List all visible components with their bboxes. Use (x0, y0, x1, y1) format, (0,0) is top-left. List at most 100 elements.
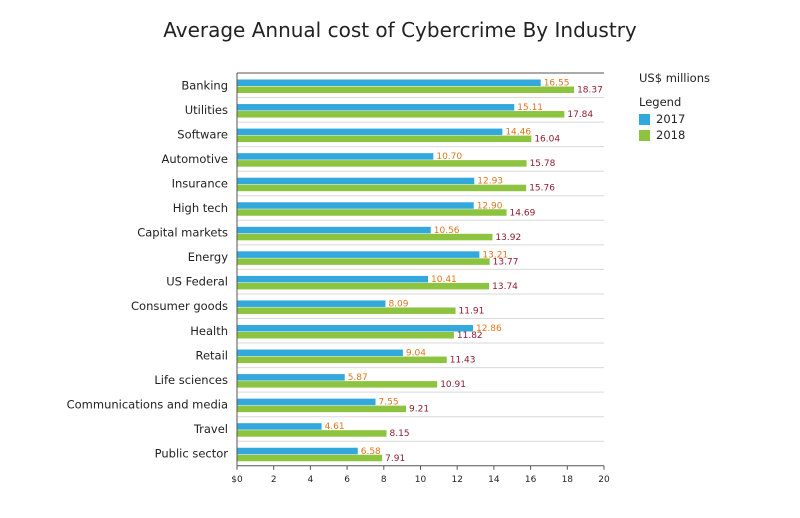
category-label: Consumer goods (131, 299, 228, 313)
bar-2018 (237, 405, 407, 413)
data-label-2018: 13.74 (492, 282, 518, 292)
category-label: Banking (181, 78, 228, 92)
category-label: Automotive (161, 152, 228, 166)
bar-2017 (237, 447, 358, 455)
x-tick-label: 20 (598, 475, 610, 485)
bar-2017 (237, 275, 429, 283)
legend-label-2018: 2018 (656, 128, 686, 142)
data-label-2017: 10.70 (436, 152, 462, 162)
legend-item-2017: 2017 (639, 112, 685, 126)
category-label: US Federal (166, 275, 228, 289)
bar-2018 (237, 209, 507, 216)
bar-2017 (237, 153, 434, 160)
bar-2017 (237, 79, 541, 86)
data-label-2018: 8.15 (390, 429, 410, 439)
bar-2018 (237, 258, 490, 265)
data-label-2018: 10.91 (440, 380, 466, 390)
category-label: Travel (193, 422, 228, 436)
data-label-2018: 11.43 (450, 356, 476, 366)
bar-2018 (237, 135, 532, 143)
data-label-2018: 7.91 (385, 454, 405, 464)
bar-2018 (237, 111, 565, 118)
category-label: Communications and media (67, 397, 228, 411)
bar-2018 (237, 160, 527, 167)
chart-title: Average Annual cost of Cybercrime By Ind… (163, 18, 637, 42)
data-label-2018: 9.21 (409, 405, 429, 415)
bar-2017 (237, 104, 515, 111)
units-label: US$ millions (639, 71, 710, 85)
legend-label-2017: 2017 (656, 112, 686, 126)
bar-2017 (237, 300, 386, 307)
data-label-2017: 14.46 (505, 128, 531, 138)
legend-title: Legend (639, 95, 682, 109)
bar-2018 (237, 430, 387, 437)
bar-2017 (237, 251, 480, 258)
x-tick-label: 12 (451, 475, 462, 485)
x-tick-label: 14 (488, 475, 500, 485)
data-label-2018: 11.82 (457, 331, 483, 341)
data-label-2018: 15.78 (530, 159, 556, 169)
category-label: Energy (188, 250, 228, 264)
x-tick-label: 4 (308, 475, 314, 485)
legend-item-2018: 2018 (639, 128, 685, 142)
category-label: Software (177, 127, 228, 141)
x-tick-label: 16 (525, 475, 537, 485)
bar-2017 (237, 202, 474, 209)
bar-2017 (237, 325, 473, 332)
data-label-2017: 5.87 (348, 373, 368, 383)
x-tick-label: 10 (415, 475, 427, 485)
bar-2017 (237, 423, 322, 430)
data-label-2017: 4.61 (325, 422, 345, 432)
x-tick-label: 8 (381, 475, 387, 485)
data-label-2018: 13.77 (493, 257, 519, 267)
bar-2018 (237, 307, 456, 314)
bar-2017 (237, 349, 403, 357)
bar-2018 (237, 356, 447, 364)
category-label: Public sector (155, 447, 229, 461)
bar-2017 (237, 226, 431, 234)
bar-2018 (237, 381, 438, 388)
bar-2018 (237, 86, 575, 93)
data-label-2018: 18.37 (577, 86, 603, 96)
data-label-2017: 10.41 (431, 275, 457, 285)
data-label-2018: 13.92 (495, 233, 521, 243)
data-label-2018: 16.04 (534, 135, 560, 145)
category-label: High tech (173, 201, 228, 215)
bar-2018 (237, 233, 493, 241)
data-label-2017: 12.90 (477, 201, 503, 211)
x-tick-label: 2 (271, 475, 277, 485)
data-label-2017: 12.93 (477, 177, 503, 187)
category-label: Utilities (185, 103, 228, 117)
bar-2018 (237, 332, 454, 339)
bar-2018 (237, 282, 490, 290)
bar-2017 (237, 128, 503, 136)
data-label-2017: 15.11 (517, 103, 543, 113)
data-label-2018: 17.84 (567, 110, 593, 120)
bar-2017 (237, 398, 376, 406)
data-label-2017: 7.55 (379, 398, 399, 408)
data-label-2017: 9.04 (406, 349, 426, 359)
category-label: Capital markets (137, 226, 228, 240)
category-label: Life sciences (154, 373, 228, 387)
bar-2017 (237, 177, 475, 185)
category-label: Retail (196, 348, 229, 362)
data-label-2018: 15.76 (529, 184, 555, 194)
legend-swatch-2018 (639, 129, 650, 141)
data-label-2017: 8.09 (388, 299, 408, 309)
category-label: Health (190, 324, 228, 338)
data-label-2018: 11.91 (459, 306, 485, 316)
x-tick-label: $0 (231, 475, 243, 485)
category-label: Insurance (172, 176, 228, 190)
data-label-2017: 10.56 (434, 226, 460, 236)
data-label-2018: 14.69 (510, 208, 536, 218)
legend-swatch-2017 (639, 113, 650, 125)
x-tick-label: 18 (562, 475, 574, 485)
data-label-2017: 12.86 (476, 324, 502, 334)
x-tick-label: 6 (344, 475, 350, 485)
bar-2018 (237, 184, 527, 192)
bar-2018 (237, 454, 383, 462)
data-label-2017: 6.58 (361, 447, 381, 457)
data-label-2017: 16.55 (544, 79, 570, 89)
bar-2017 (237, 374, 345, 381)
